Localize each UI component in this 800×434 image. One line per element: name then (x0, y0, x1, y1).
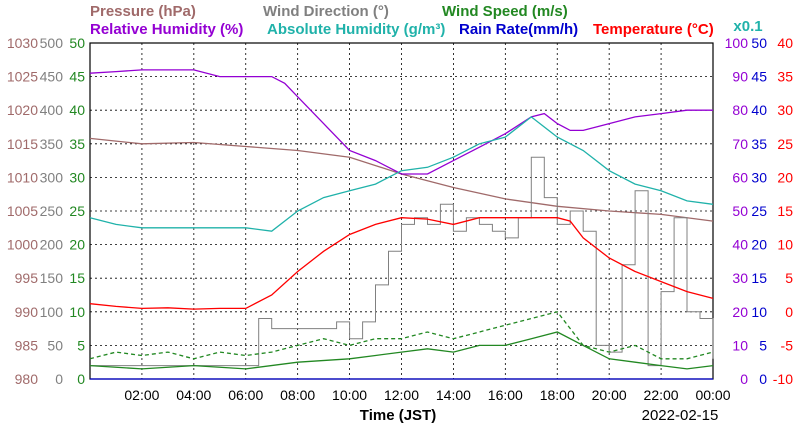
legend-label-rain_rate: Rain Rate(mm/h) (459, 21, 578, 38)
y-tick-label-wind_speed: 40 (69, 102, 85, 118)
y-tick-label-rain_rate: 45 (751, 69, 767, 85)
y-tick-label-relative_humidity: 50 (732, 203, 748, 219)
series-line-wind_speed (89, 331, 714, 370)
y-tick-label-relative_humidity: 60 (732, 169, 748, 185)
y-tick-label-temperature: 25 (777, 136, 793, 152)
y-tick-label-pressure: 1000 (7, 237, 38, 253)
legend-label-temperature: Temperature (°C) (593, 21, 714, 38)
series-line-wind_direction (90, 156, 714, 367)
y-tick-label-temperature: 35 (777, 69, 793, 85)
y-tick-label-rain_rate: 30 (751, 169, 767, 185)
y-tick-label-wind_direction: 200 (40, 237, 64, 253)
x-tick-label: 00:00 (695, 387, 730, 403)
y-tick-label-temperature: 10 (777, 237, 793, 253)
y-tick-label-rain_rate: 25 (751, 203, 767, 219)
y-tick-label-relative_humidity: 70 (732, 136, 748, 152)
y-tick-label-pressure: 990 (15, 304, 39, 320)
x-tick-label: 08:00 (280, 387, 315, 403)
y-tick-label-relative_humidity: 30 (732, 270, 748, 286)
grid (90, 43, 713, 379)
y-tick-label-pressure: 1015 (7, 136, 38, 152)
y-tick-label-relative_humidity: 20 (732, 304, 748, 320)
y-tick-label-rain_rate: 20 (751, 237, 767, 253)
y-tick-label-rain_rate: 35 (751, 136, 767, 152)
date-label: 2022-02-15 (642, 407, 719, 424)
y-tick-label-pressure: 985 (15, 337, 39, 353)
y-tick-label-wind_speed: 45 (69, 69, 85, 85)
y-tick-label-pressure: 995 (15, 270, 39, 286)
series-line-wind_speed-gust (89, 311, 714, 360)
y-tick-label-wind_speed: 10 (69, 304, 85, 320)
y-tick-label-relative_humidity: 90 (732, 69, 748, 85)
legend-label-wind_direction: Wind Direction (°) (263, 3, 389, 20)
y-tick-label-pressure: 1005 (7, 203, 38, 219)
x-tick-label: 02:00 (124, 387, 159, 403)
series-line-temperature (89, 217, 714, 310)
y-tick-label-rain_rate: 10 (751, 304, 767, 320)
y-tick-label-rain_rate: 40 (751, 102, 767, 118)
x-tick-label: 06:00 (228, 387, 263, 403)
y-tick-label-temperature: 40 (777, 35, 793, 51)
y-tick-label-rain_rate: 50 (751, 35, 767, 51)
x-tick-label: 22:00 (644, 387, 679, 403)
y-tick-label-pressure: 1030 (7, 35, 38, 51)
y-tick-label-wind_direction: 250 (40, 203, 64, 219)
y-tick-label-relative_humidity: 10 (732, 337, 748, 353)
y-tick-label-temperature: 0 (785, 304, 793, 320)
y-tick-label-relative_humidity: 80 (732, 102, 748, 118)
y-tick-label-relative_humidity: 100 (725, 35, 749, 51)
x-tick-label: 18:00 (540, 387, 575, 403)
y-tick-label-wind_speed: 50 (69, 35, 85, 51)
y-tick-label-wind_direction: 50 (47, 337, 63, 353)
series-line-relative_humidity (89, 69, 713, 175)
y-tick-label-wind_speed: 25 (69, 203, 85, 219)
y-tick-label-pressure: 1020 (7, 102, 38, 118)
y-tick-label-pressure: 980 (15, 371, 39, 387)
legend-label-relative_humidity: Relative Humidity (%) (90, 21, 243, 38)
x-axis-label: Time (JST) (360, 407, 436, 424)
y-tick-label-pressure: 1010 (7, 169, 38, 185)
y-tick-label-wind_direction: 100 (40, 304, 64, 320)
x-tick-label: 12:00 (384, 387, 419, 403)
y-tick-label-pressure: 1025 (7, 69, 38, 85)
y-tick-label-temperature: 5 (785, 270, 793, 286)
y-tick-label-temperature: -5 (781, 337, 794, 353)
y-tick-label-temperature: 20 (777, 169, 793, 185)
x-tick-label: 20:00 (592, 387, 627, 403)
y-tick-label-temperature: -10 (773, 371, 793, 387)
y-tick-label-wind_speed: 0 (77, 371, 85, 387)
y-tick-label-wind_speed: 5 (77, 337, 85, 353)
series-line-absolute_humidity (89, 116, 714, 232)
scale-note: x0.1 (733, 18, 762, 35)
y-tick-label-wind_direction: 450 (40, 69, 64, 85)
axes-layer: 02:00 04:00 06:00 08:00 10:00 12:00 14:00 16:00… (7, 35, 793, 403)
y-tick-label-temperature: 30 (777, 102, 793, 118)
y-tick-label-wind_speed: 30 (69, 169, 85, 185)
y-tick-label-wind_direction: 350 (40, 136, 64, 152)
legend-label-wind_speed: Wind Speed (m/s) (442, 3, 568, 20)
x-tick-label: 16:00 (488, 387, 523, 403)
x-tick-label: 10:00 (332, 387, 367, 403)
y-tick-label-wind_direction: 300 (40, 169, 64, 185)
x-tick-label: 14:00 (436, 387, 471, 403)
y-tick-label-wind_direction: 0 (55, 371, 63, 387)
series-layer (89, 69, 714, 380)
legend-label-absolute_humidity: Absolute Humidity (g/m³) (267, 21, 445, 38)
y-tick-label-temperature: 15 (777, 203, 793, 219)
y-tick-label-rain_rate: 5 (759, 337, 767, 353)
y-tick-label-wind_direction: 150 (40, 270, 64, 286)
y-tick-label-relative_humidity: 0 (740, 371, 748, 387)
y-tick-label-wind_direction: 500 (40, 35, 64, 51)
y-tick-label-wind_speed: 35 (69, 136, 85, 152)
legend-label-pressure: Pressure (hPa) (90, 3, 196, 20)
y-tick-label-wind_speed: 20 (69, 237, 85, 253)
header-layer: Pressure (hPa) Wind Direction (°) Wind Spe… (90, 3, 763, 38)
y-tick-label-wind_speed: 15 (69, 270, 85, 286)
y-tick-label-rain_rate: 0 (759, 371, 767, 387)
x-tick-label: 04:00 (176, 387, 211, 403)
y-tick-label-relative_humidity: 40 (732, 237, 748, 253)
y-tick-label-wind_direction: 400 (40, 102, 64, 118)
y-tick-label-rain_rate: 15 (751, 270, 767, 286)
